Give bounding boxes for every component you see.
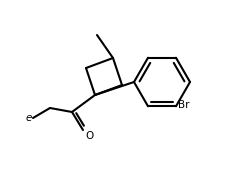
Text: O: O: [85, 131, 93, 141]
Text: Br: Br: [177, 100, 189, 110]
Text: e: e: [25, 113, 32, 123]
